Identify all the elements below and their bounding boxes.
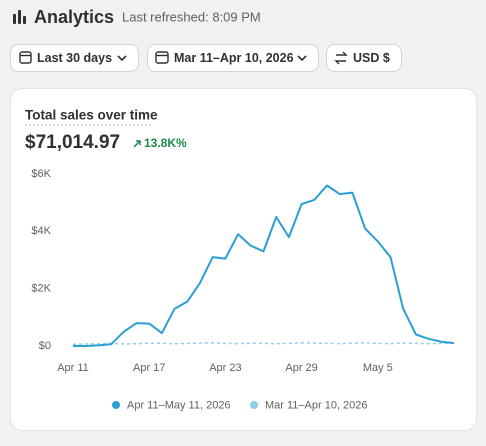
x-tick-label: Apr 23	[209, 362, 241, 374]
page-title: Analytics	[34, 7, 114, 27]
button-label: Mar 11–Apr 10, 2026	[174, 51, 294, 65]
card	[10, 88, 477, 431]
currency-button[interactable]: USD $	[326, 44, 402, 72]
compare-button[interactable]: Mar 11–Apr 10, 2026	[147, 44, 319, 72]
change-value: 13.8K%	[144, 136, 187, 150]
legend-label: Mar 11–Apr 10, 2026	[265, 399, 368, 411]
legend-dot	[250, 401, 258, 409]
chart-title: Total sales over time	[25, 108, 158, 123]
button-label: Last 30 days	[37, 51, 112, 65]
button-label: USD $	[353, 51, 390, 65]
header-icon	[13, 10, 26, 24]
last-refreshed: Last refreshed: 8:09 PM	[122, 9, 261, 24]
y-tick-label: $2K	[31, 283, 51, 295]
y-tick-label: $6K	[31, 168, 51, 180]
y-tick-label: $4K	[31, 225, 51, 237]
x-tick-label: May 5	[363, 362, 393, 374]
up-arrow	[133, 140, 141, 148]
legend-label: Apr 11–May 11, 2026	[127, 399, 231, 411]
total-value: $71,014.97	[25, 132, 120, 153]
series-line	[73, 184, 455, 347]
x-tick-label: Apr 29	[285, 362, 317, 374]
date-range-button[interactable]: Last 30 days	[10, 44, 139, 72]
x-tick-label: Apr 17	[133, 362, 165, 374]
y-tick-label: $0	[39, 340, 51, 352]
legend-dot	[112, 401, 120, 409]
x-tick-label: Apr 11	[57, 362, 89, 374]
